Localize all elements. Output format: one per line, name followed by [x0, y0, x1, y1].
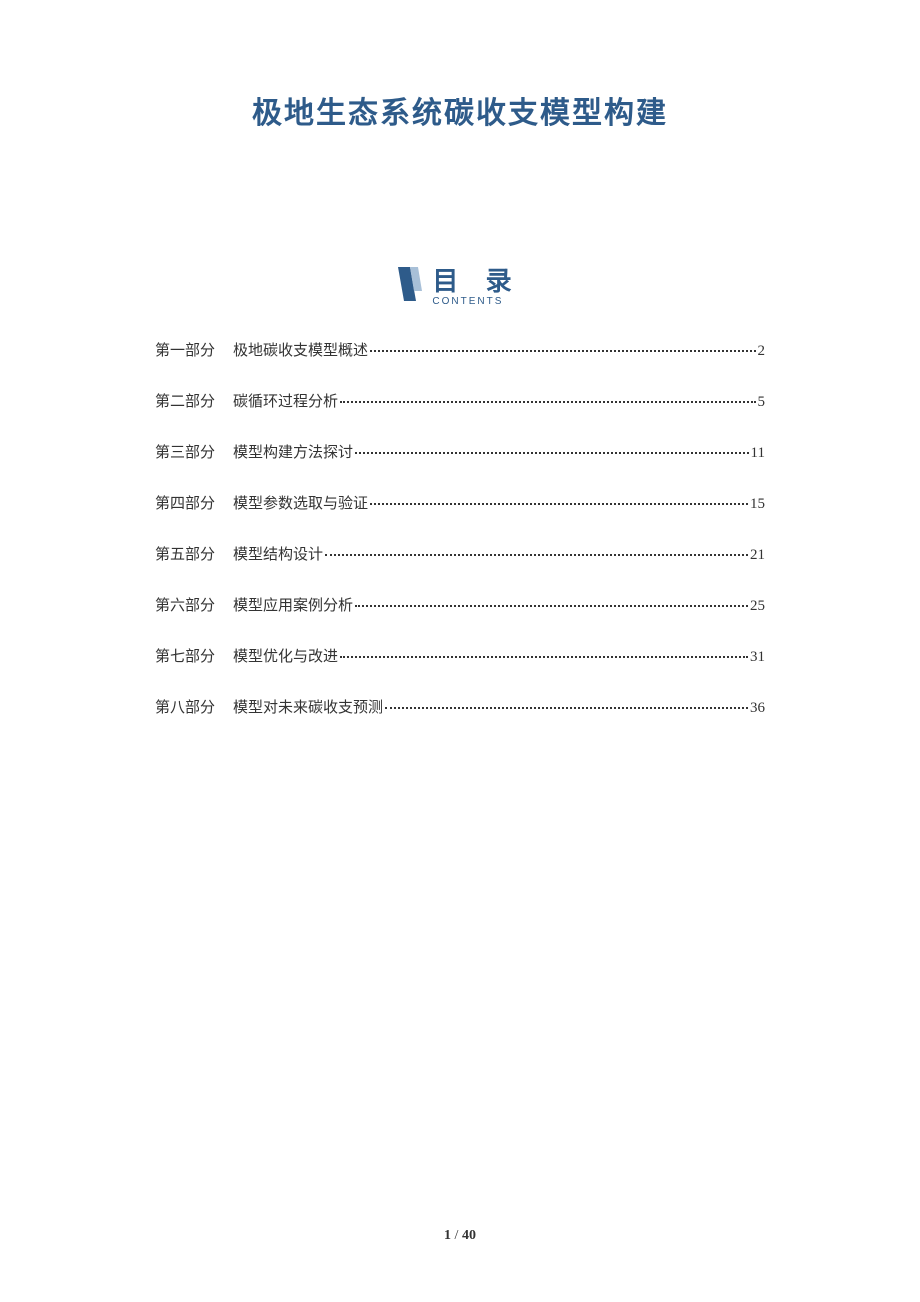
- toc-page-number: 31: [750, 649, 765, 666]
- toc-entry[interactable]: 第八部分 模型对未来碳收支预测 36: [155, 696, 765, 717]
- toc-dots: [355, 452, 749, 454]
- toc-part-label: 第二部分: [155, 390, 215, 411]
- toc-page-number: 15: [750, 496, 765, 513]
- toc-dots: [370, 503, 748, 505]
- toc-entry[interactable]: 第四部分 模型参数选取与验证 15: [155, 492, 765, 513]
- toc-part-label: 第五部分: [155, 543, 215, 564]
- toc-entry[interactable]: 第一部分 极地碳收支模型概述 2: [155, 339, 765, 360]
- toc-chapter-title: 模型参数选取与验证: [233, 492, 368, 513]
- toc-icon: [398, 267, 422, 306]
- toc-part-label: 第六部分: [155, 594, 215, 615]
- toc-entry[interactable]: 第三部分 模型构建方法探讨 11: [155, 441, 765, 462]
- toc-dots: [340, 401, 755, 403]
- toc-part-label: 第八部分: [155, 696, 215, 717]
- toc-page-number: 2: [758, 343, 766, 360]
- toc-entry[interactable]: 第五部分 模型结构设计 21: [155, 543, 765, 564]
- toc-part-label: 第四部分: [155, 492, 215, 513]
- toc-page-number: 21: [750, 547, 765, 564]
- toc-chapter-title: 模型优化与改进: [233, 645, 338, 666]
- toc-part-label: 第一部分: [155, 339, 215, 360]
- toc-chapter-title: 模型结构设计: [233, 543, 323, 564]
- toc-page-number: 5: [758, 394, 766, 411]
- toc-page-number: 11: [751, 445, 765, 462]
- toc-dots: [370, 350, 755, 352]
- toc-chapter-title: 模型构建方法探讨: [233, 441, 353, 462]
- toc-entry[interactable]: 第六部分 模型应用案例分析 25: [155, 594, 765, 615]
- toc-title-chinese: 目 录: [432, 267, 521, 296]
- toc-chapter-title: 模型应用案例分析: [233, 594, 353, 615]
- page-separator: /: [451, 1228, 462, 1243]
- toc-dots: [385, 707, 748, 709]
- current-page-number: 1: [444, 1228, 451, 1243]
- total-pages-number: 40: [462, 1228, 476, 1243]
- toc-chapter-title: 极地碳收支模型概述: [233, 339, 368, 360]
- page-footer: 1 / 40: [0, 1228, 920, 1244]
- toc-dots: [340, 656, 748, 658]
- toc-page-number: 36: [750, 700, 765, 717]
- toc-entry[interactable]: 第七部分 模型优化与改进 31: [155, 645, 765, 666]
- toc-part-label: 第三部分: [155, 441, 215, 462]
- toc-dots: [325, 554, 748, 556]
- toc-list: 第一部分 极地碳收支模型概述 2 第二部分 碳循环过程分析 5 第三部分 模型构…: [0, 339, 920, 717]
- toc-chapter-title: 碳循环过程分析: [233, 390, 338, 411]
- toc-part-label: 第七部分: [155, 645, 215, 666]
- toc-title-english: CONTENTS: [432, 296, 503, 307]
- document-title: 极地生态系统碳收支模型构建: [0, 0, 920, 132]
- toc-dots: [355, 605, 748, 607]
- toc-page-number: 25: [750, 598, 765, 615]
- toc-chapter-title: 模型对未来碳收支预测: [233, 696, 383, 717]
- toc-header: 目 录 CONTENTS: [0, 267, 920, 307]
- toc-entry[interactable]: 第二部分 碳循环过程分析 5: [155, 390, 765, 411]
